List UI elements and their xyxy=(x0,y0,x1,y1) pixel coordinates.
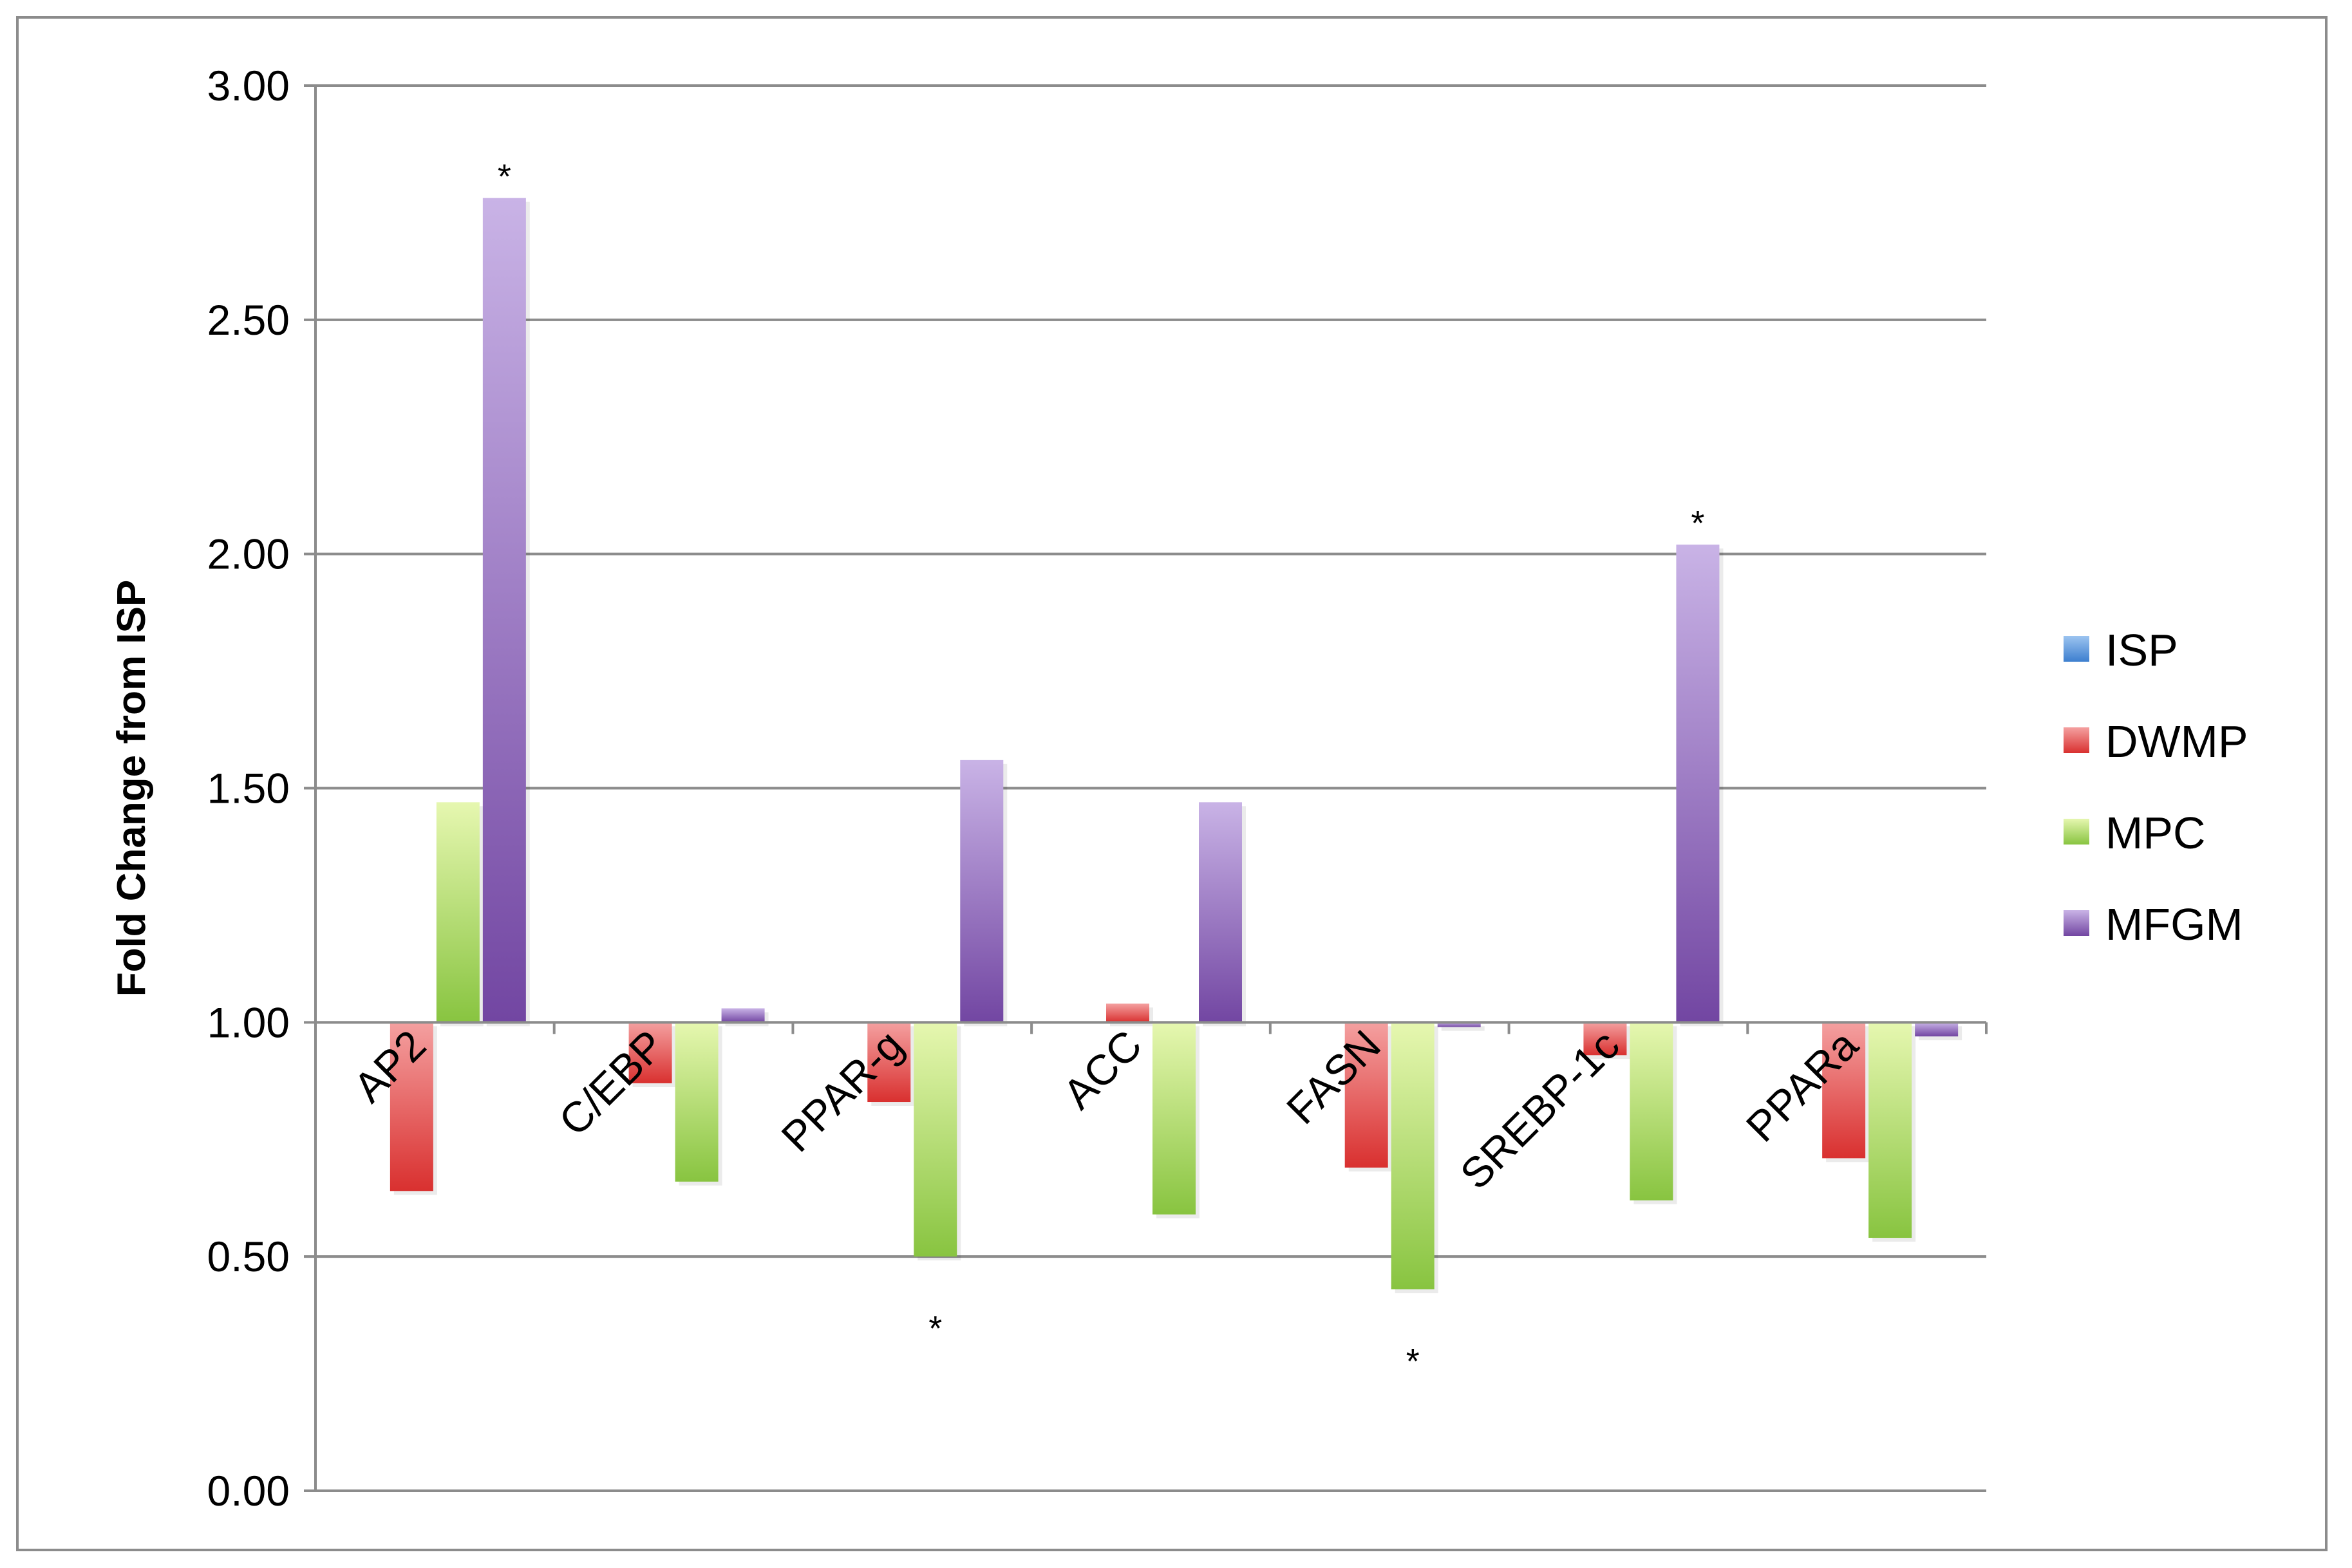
bar-mpc-acc xyxy=(1152,1022,1196,1215)
chart-frame xyxy=(16,16,2328,1551)
y-tick-label: 0.50 xyxy=(207,1233,290,1280)
legend-swatch-dwmp xyxy=(2064,727,2089,753)
bar-dwmp-fasn xyxy=(1344,1022,1388,1168)
bar-dwmp-acc xyxy=(1106,1003,1149,1023)
legend-swatch-isp xyxy=(2064,636,2089,662)
y-tick-label: 1.50 xyxy=(207,765,290,812)
gridlines xyxy=(315,84,1986,1492)
significance-marker: * xyxy=(1406,1342,1420,1381)
bar-mpc-srebp-1c xyxy=(1630,1022,1673,1200)
significance-marker: * xyxy=(1691,504,1704,543)
bars xyxy=(390,198,1962,1294)
bar-mpc-ap2 xyxy=(436,802,480,1023)
bar-mpc-ppar-g xyxy=(914,1022,957,1257)
bar-dwmp-ap2 xyxy=(390,1022,433,1191)
bar-mpc-c-ebp xyxy=(675,1022,719,1182)
bar-mfgm-ap2 xyxy=(482,198,526,1023)
y-tick-label: 0.00 xyxy=(207,1467,290,1515)
bar-mfgm-c-ebp xyxy=(721,1008,765,1023)
bar-mfgm-ppar-g xyxy=(960,760,1004,1023)
bar-shadow xyxy=(1441,1026,1485,1031)
legend-label-mfgm: MFGM xyxy=(2105,899,2243,949)
legend: ISP DWMP MPC MFGM xyxy=(2064,625,2248,949)
bar-dwmp-ppara xyxy=(1822,1022,1866,1159)
x-tick-label: ACC xyxy=(1054,1021,1151,1118)
bar-dwmp-srebp-1c xyxy=(1583,1022,1627,1056)
y-tick-label: 3.00 xyxy=(207,62,290,109)
y-axis-title: Fold Change from ISP xyxy=(109,580,154,997)
bar-mpc-fasn xyxy=(1391,1022,1435,1290)
legend-swatch-mpc xyxy=(2064,819,2089,845)
y-tick-label: 1.00 xyxy=(207,998,290,1046)
y-tick-label: 2.50 xyxy=(207,296,290,344)
legend-swatch-mfgm xyxy=(2064,910,2089,936)
bar-mfgm-ppara xyxy=(1915,1022,1959,1037)
significance-marker: * xyxy=(498,158,511,196)
bar-mfgm-fasn xyxy=(1437,1022,1481,1027)
significance-marker: * xyxy=(928,1309,942,1348)
bar-mfgm-srebp-1c xyxy=(1676,545,1720,1023)
x-tick-label: SREBP-1c xyxy=(1451,1021,1628,1198)
legend-label-dwmp: DWMP xyxy=(2105,716,2248,767)
y-tick-label: 2.00 xyxy=(207,530,290,578)
axes xyxy=(304,84,1988,1492)
legend-label-mpc: MPC xyxy=(2105,808,2206,858)
legend-label-isp: ISP xyxy=(2105,625,2178,675)
bar-mfgm-acc xyxy=(1199,802,1242,1023)
bar-mpc-ppara xyxy=(1868,1022,1912,1238)
bar-dwmp-ppar-g xyxy=(867,1022,911,1103)
bar-dwmp-c-ebp xyxy=(628,1022,672,1083)
